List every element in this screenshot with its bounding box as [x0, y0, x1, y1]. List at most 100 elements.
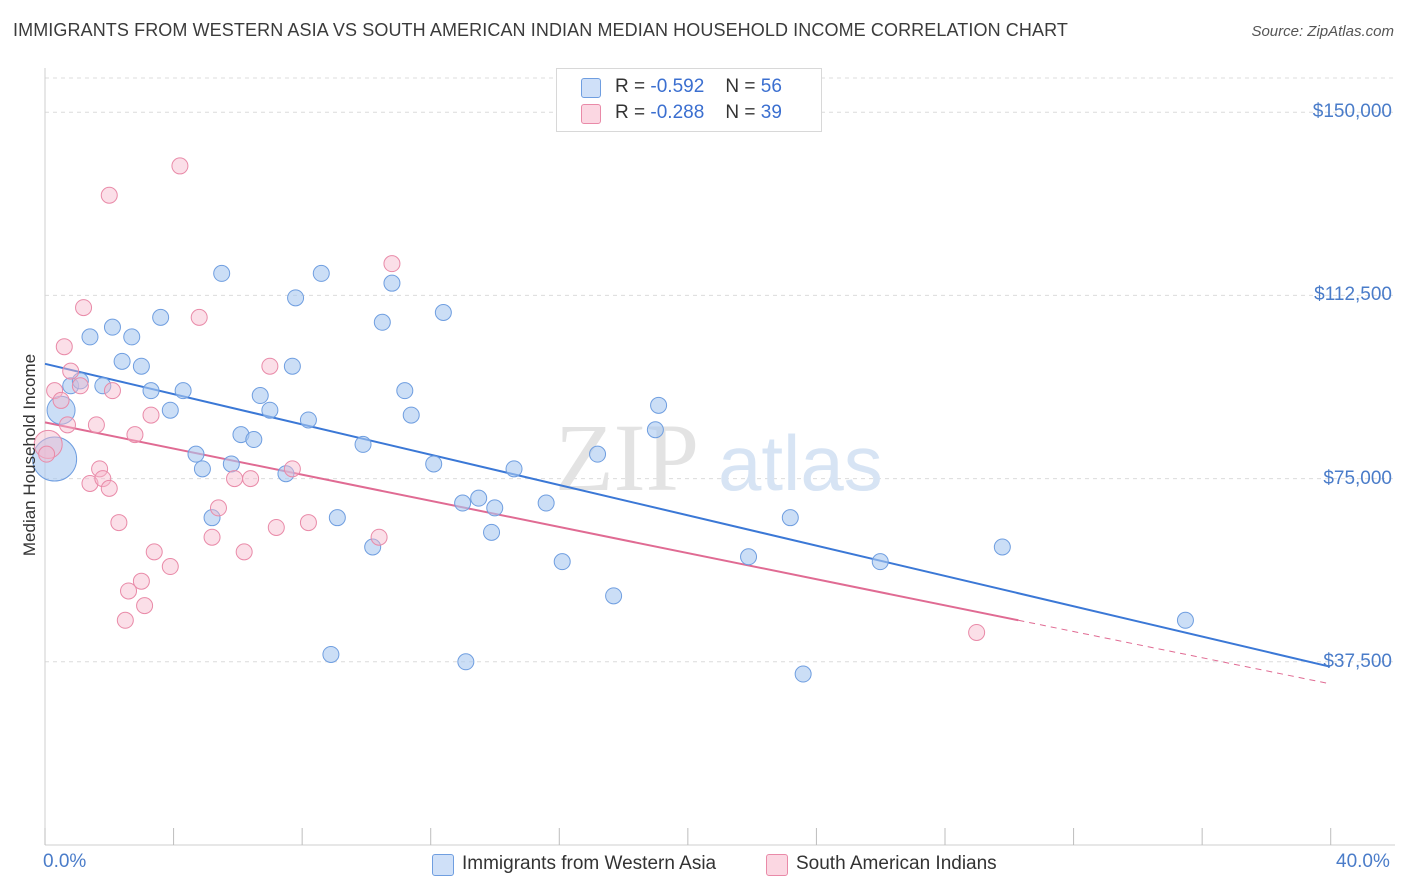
n-label: N =: [725, 102, 756, 123]
data-point: [94, 377, 112, 395]
data-point: [322, 645, 340, 663]
data-point: [110, 514, 128, 532]
trend-line: [44, 362, 1331, 668]
r-value: -0.592: [650, 76, 705, 97]
data-point: [213, 264, 231, 282]
watermark: ZIP atlas: [555, 404, 883, 511]
data-point: [370, 528, 388, 546]
data-point: [62, 362, 80, 380]
n-label: N =: [725, 76, 756, 97]
data-point: [242, 470, 260, 488]
data-point: [968, 623, 986, 641]
n-value: 39: [760, 102, 782, 123]
data-point: [267, 518, 285, 536]
data-point: [605, 587, 623, 605]
data-point: [203, 509, 221, 527]
data-point: [75, 299, 93, 317]
data-point: [871, 553, 889, 571]
data-point: [209, 499, 227, 517]
r-label: R =: [615, 102, 646, 123]
data-point: [396, 382, 414, 400]
data-point: [193, 460, 211, 478]
data-point: [402, 406, 420, 424]
data-point: [537, 494, 555, 512]
data-point: [287, 289, 305, 307]
y-tick-label: $37,500: [1323, 650, 1392, 672]
gridlines: [45, 77, 1395, 663]
watermark-zip: ZIP: [555, 404, 699, 511]
data-point: [794, 665, 812, 683]
data-point: [171, 157, 189, 175]
data-point: [222, 455, 240, 473]
data-point: [740, 548, 758, 566]
data-point: [100, 186, 118, 204]
data-point: [58, 416, 76, 434]
data-point: [235, 543, 253, 561]
data-point: [364, 538, 382, 556]
data-point: [46, 382, 64, 400]
data-point: [55, 338, 73, 356]
data-point: [1176, 611, 1194, 629]
data-point: [33, 429, 63, 459]
data-point: [299, 514, 317, 532]
watermark-atlas: atlas: [718, 419, 883, 507]
scatter-points: [32, 157, 1194, 683]
data-point: [589, 445, 607, 463]
trend-lines: [44, 362, 1331, 685]
y-tick-label: $150,000: [1312, 101, 1392, 123]
data-point: [126, 426, 144, 444]
data-point: [38, 445, 56, 463]
data-point: [434, 303, 452, 321]
south-american-indians-swatch: [581, 104, 601, 124]
data-point: [457, 653, 475, 671]
data-point: [470, 489, 488, 507]
legend-label: South American Indians: [796, 853, 997, 874]
data-point: [383, 255, 401, 273]
source-label: Source: ZipAtlas.com: [1251, 23, 1394, 40]
data-point: [299, 411, 317, 429]
data-point: [81, 328, 99, 346]
data-point: [203, 528, 221, 546]
data-point: [161, 558, 179, 576]
data-point: [81, 474, 99, 492]
n-value: 56: [760, 76, 782, 97]
data-point: [142, 406, 160, 424]
data-point: [454, 494, 472, 512]
data-point: [152, 308, 170, 326]
data-point: [251, 387, 269, 405]
stats-box: R = -0.592 N = 56 R = -0.288 N = 39: [556, 68, 822, 132]
data-point: [145, 543, 163, 561]
y-tick-label: $75,000: [1323, 467, 1392, 489]
data-point: [142, 382, 160, 400]
data-point: [245, 431, 263, 449]
data-point: [312, 264, 330, 282]
data-point: [993, 538, 1011, 556]
trend-line: [44, 421, 1019, 622]
data-point: [383, 274, 401, 292]
data-point: [100, 479, 118, 497]
data-point: [425, 455, 443, 473]
data-point: [161, 401, 179, 419]
data-point: [483, 523, 501, 541]
data-point: [32, 436, 78, 482]
data-point: [187, 445, 205, 463]
data-point: [71, 377, 89, 395]
western-asia-swatch: [581, 78, 601, 98]
data-point: [174, 382, 192, 400]
data-point: [123, 328, 141, 346]
data-point: [261, 401, 279, 419]
data-point: [283, 460, 301, 478]
data-point: [116, 611, 134, 629]
data-point: [190, 308, 208, 326]
chart-title: IMMIGRANTS FROM WESTERN ASIA VS SOUTH AM…: [13, 20, 1068, 40]
data-point: [261, 357, 279, 375]
data-point: [120, 582, 138, 600]
data-point: [132, 572, 150, 590]
data-point: [486, 499, 504, 517]
r-value: -0.288: [650, 102, 705, 123]
data-point: [103, 382, 121, 400]
data-point: [132, 357, 150, 375]
y-axis-label: Median Household Income: [20, 353, 39, 557]
legend-swatch-western-asia: [432, 854, 454, 876]
